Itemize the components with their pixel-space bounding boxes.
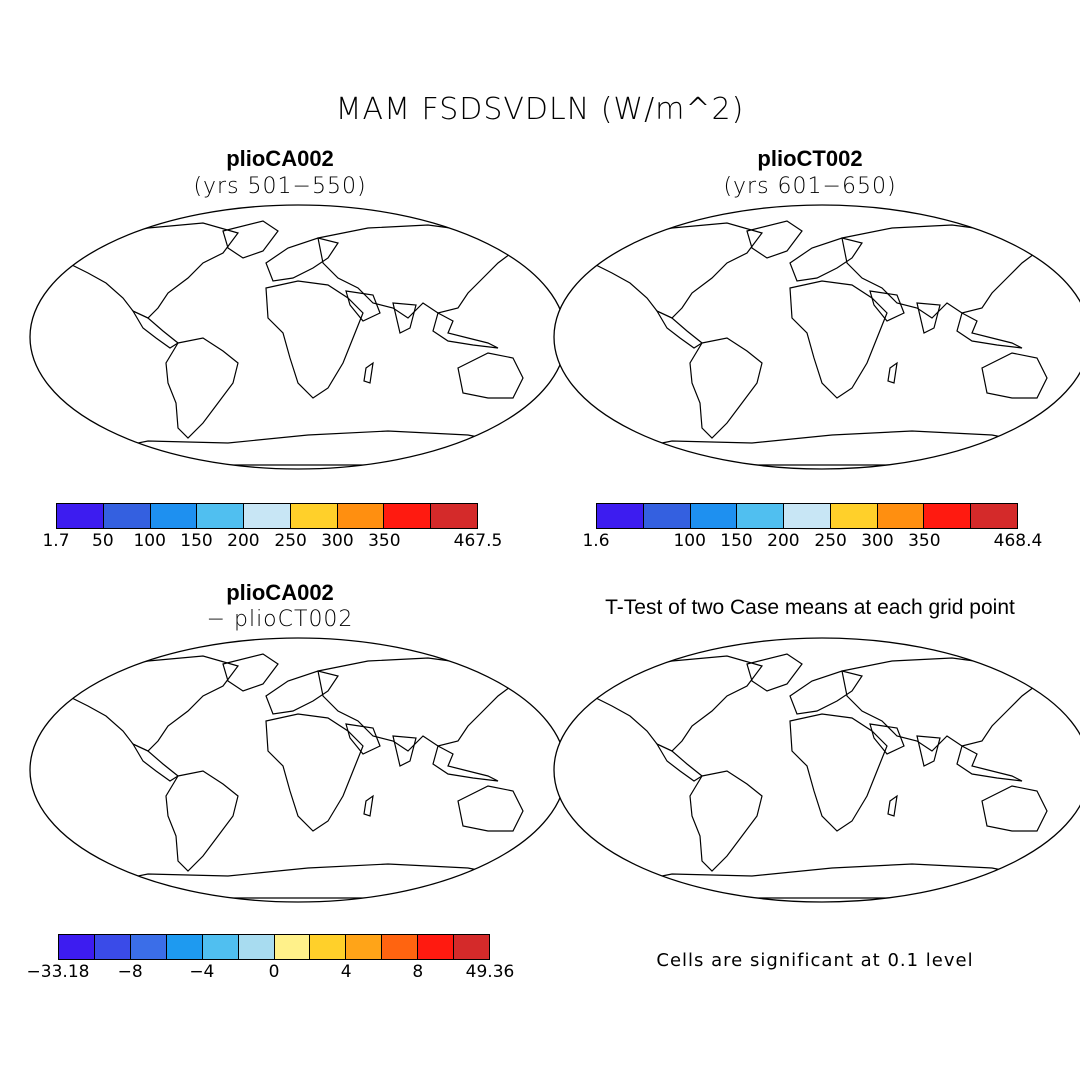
colorbar-top-right: 1.6 100 150 200 250 300 350 468.4 bbox=[582, 503, 1042, 551]
colorbar-swatch bbox=[431, 504, 478, 528]
main-title: MAM FSDSVDLN (W/m^2) bbox=[335, 92, 745, 127]
colorbar-tick-label: 50 bbox=[92, 531, 114, 551]
colorbar-tick-label: 49.36 bbox=[465, 962, 515, 982]
colorbar-tick-label: 468.4 bbox=[993, 531, 1043, 551]
significance-note: Cells are significant at 0.1 level bbox=[656, 950, 974, 971]
panel-subtitle-bottom-left: − plioCT002 bbox=[206, 607, 354, 632]
colorbar-swatch bbox=[877, 504, 925, 528]
colorbar-swatch bbox=[643, 504, 691, 528]
map-bottom-left bbox=[29, 637, 567, 903]
colorbar-swatch bbox=[737, 504, 785, 528]
panel-subtitle-top-right: (yrs 601−650) bbox=[723, 174, 897, 199]
colorbar-tick-label: −33.18 bbox=[26, 962, 90, 982]
panel-title-bottom-right: T-Test of two Case means at each grid po… bbox=[605, 596, 1015, 619]
map-top-right bbox=[553, 204, 1080, 470]
colorbar-bottom: −33.18 −8 −4 0 4 8 49.36 bbox=[27, 934, 514, 982]
colorbar-swatch bbox=[454, 935, 490, 959]
colorbar-tick-label: 200 bbox=[227, 531, 260, 551]
colorbar-tick-label: 250 bbox=[814, 531, 847, 551]
colorbar-tick-label: 350 bbox=[368, 531, 401, 551]
colorbar-swatch bbox=[238, 935, 275, 959]
colorbar-swatch bbox=[150, 504, 198, 528]
panel-title-bottom-left: plioCA002 bbox=[226, 580, 334, 605]
colorbar-swatch bbox=[274, 935, 311, 959]
colorbar-swatch bbox=[337, 504, 385, 528]
colorbar-swatch bbox=[690, 504, 738, 528]
colorbar-tick-label: 150 bbox=[720, 531, 753, 551]
colorbar-swatch bbox=[924, 504, 972, 528]
colorbar-swatch bbox=[382, 935, 419, 959]
colorbar-top-left: 1.7 50 100 150 200 250 300 350 467.5 bbox=[42, 503, 502, 551]
panel-subtitle-top-left: (yrs 501−550) bbox=[193, 174, 367, 199]
colorbar-swatch bbox=[202, 935, 239, 959]
colorbar-tick-label: 1.6 bbox=[582, 531, 610, 551]
colorbar-swatch bbox=[346, 935, 383, 959]
colorbar-tick-label: 300 bbox=[861, 531, 894, 551]
colorbar-tick-label: −8 bbox=[117, 962, 143, 982]
colorbar-swatch bbox=[971, 504, 1018, 528]
colorbar-tick-label: 200 bbox=[767, 531, 800, 551]
colorbar-tick-label: −4 bbox=[189, 962, 215, 982]
colorbar-swatch bbox=[103, 504, 151, 528]
colorbar-swatch bbox=[784, 504, 831, 528]
colorbar-tick-label: 100 bbox=[133, 531, 166, 551]
colorbar-tick-label: 0 bbox=[268, 962, 280, 982]
colorbar-tick-label: 467.5 bbox=[453, 531, 503, 551]
colorbar-swatch bbox=[244, 504, 291, 528]
colorbar-swatch bbox=[597, 504, 644, 528]
colorbar-swatch bbox=[384, 504, 432, 528]
colorbar-tick-label: 8 bbox=[412, 962, 424, 982]
panel-title-top-left: plioCA002 bbox=[226, 146, 334, 171]
colorbar-swatch bbox=[130, 935, 167, 959]
colorbar-swatch bbox=[166, 935, 203, 959]
colorbar-swatch bbox=[197, 504, 245, 528]
colorbar-swatch bbox=[57, 504, 104, 528]
colorbar-swatch bbox=[310, 935, 347, 959]
colorbar-tick-label: 100 bbox=[673, 531, 706, 551]
colorbar-tick-label: 1.7 bbox=[42, 531, 70, 551]
colorbar-swatch bbox=[418, 935, 455, 959]
colorbar-swatch bbox=[59, 935, 95, 959]
colorbar-tick-label: 350 bbox=[908, 531, 941, 551]
colorbar-tick-label: 150 bbox=[180, 531, 213, 551]
colorbar-swatch bbox=[290, 504, 338, 528]
map-top-left bbox=[29, 204, 567, 470]
colorbar-tick-label: 4 bbox=[340, 962, 352, 982]
map-bottom-right bbox=[553, 637, 1080, 903]
colorbar-tick-label: 300 bbox=[321, 531, 354, 551]
panel-title-top-right: plioCT002 bbox=[757, 146, 863, 171]
colorbar-swatch bbox=[830, 504, 878, 528]
colorbar-swatch bbox=[94, 935, 131, 959]
colorbar-tick-label: 250 bbox=[274, 531, 307, 551]
